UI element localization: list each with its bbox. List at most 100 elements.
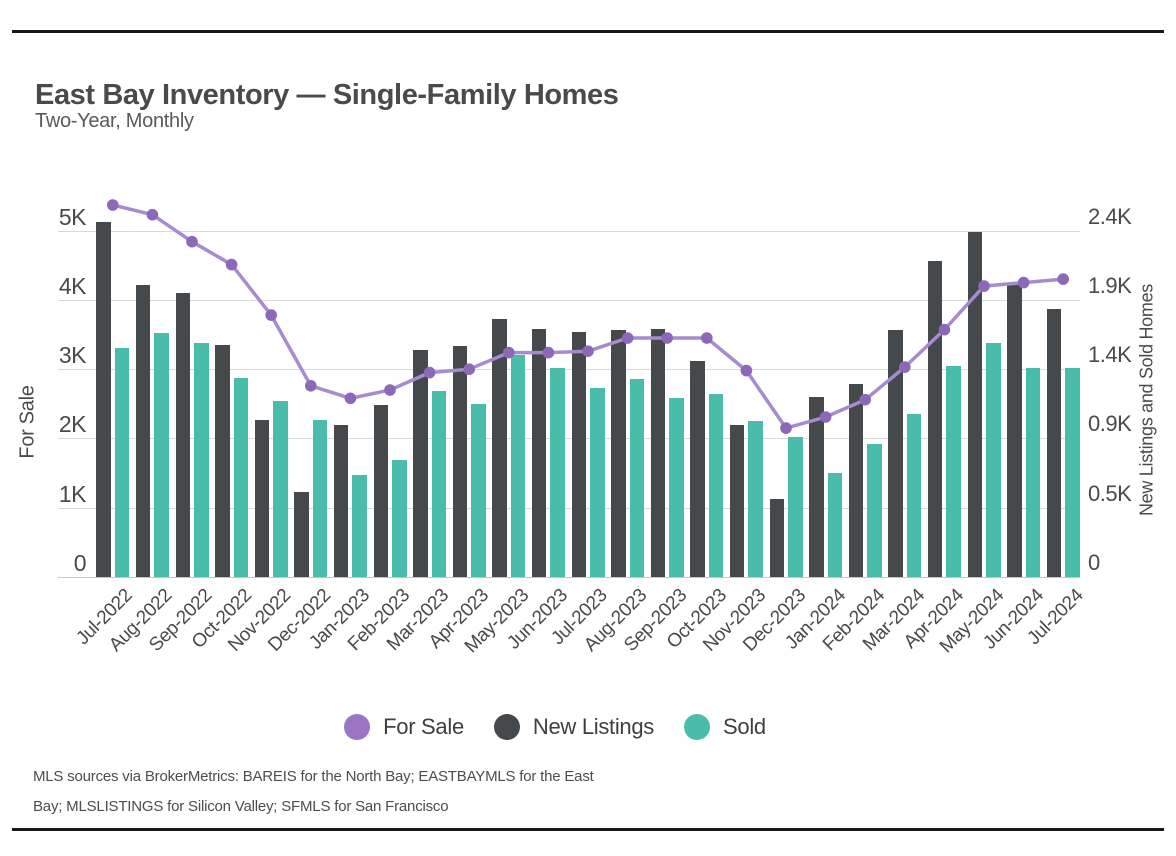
legend-dot xyxy=(684,714,711,740)
bar-sold xyxy=(114,347,130,577)
bar-sold xyxy=(233,377,249,577)
y-tick-left: 2K xyxy=(58,411,87,438)
line-marker xyxy=(107,199,119,211)
bar-new-listings xyxy=(215,344,230,577)
y-tick-left: 3K xyxy=(58,342,87,369)
bar-new-listings xyxy=(373,405,388,577)
bar-sold xyxy=(708,393,724,577)
line-marker xyxy=(740,364,753,377)
y-tick-left: 4K xyxy=(58,272,87,299)
legend-label: New Listings xyxy=(532,714,655,739)
bar-sold xyxy=(629,379,645,577)
bar-sold xyxy=(906,413,922,577)
bar-new-listings xyxy=(452,346,468,577)
line-marker xyxy=(1057,273,1069,285)
top-rule xyxy=(12,30,1164,33)
right-axis-title: New Listings and Sold Homes xyxy=(1136,283,1157,517)
y-tick-right: 0 xyxy=(1088,550,1100,575)
bar-sold xyxy=(550,367,565,577)
bar-new-listings xyxy=(729,425,745,577)
bar-sold xyxy=(392,460,407,577)
left-axis-title: For Sale xyxy=(16,385,39,459)
line-marker xyxy=(186,235,198,248)
line-marker xyxy=(344,392,357,405)
bar-sold xyxy=(788,437,803,577)
bar-new-listings xyxy=(531,328,547,577)
y-tick-left: 0 xyxy=(73,550,87,576)
bar-new-listings xyxy=(1007,282,1022,577)
gridline xyxy=(58,507,1080,509)
bar-new-listings xyxy=(927,260,943,577)
bar-sold xyxy=(867,444,882,577)
line-marker xyxy=(305,380,317,392)
bar-new-listings xyxy=(650,328,666,577)
y-tick-right: 0.9K xyxy=(1088,411,1132,437)
gridline xyxy=(58,438,1080,440)
bar-sold xyxy=(748,421,763,577)
bar-sold xyxy=(946,366,961,577)
y-tick-right: 1.4K xyxy=(1088,342,1132,368)
legend-item-for-sale: For Sale xyxy=(344,714,464,740)
bar-sold xyxy=(154,333,169,577)
bar-new-listings xyxy=(413,350,428,577)
legend-dot xyxy=(344,714,371,740)
page-title: East Bay Inventory — Single-Family Homes xyxy=(35,79,619,112)
line-marker xyxy=(780,422,792,434)
y-tick-right: 1.9K xyxy=(1088,272,1132,298)
bar-new-listings xyxy=(769,499,784,577)
gridline xyxy=(58,369,1080,371)
line-marker xyxy=(146,208,159,221)
y-tick-right: 0.5K xyxy=(1088,480,1132,506)
y-tick-left: 1K xyxy=(58,480,87,507)
bar-new-listings xyxy=(1046,308,1062,577)
legend-label: Sold xyxy=(723,714,766,739)
bar-sold xyxy=(669,398,684,577)
bar-new-listings xyxy=(888,330,903,577)
source-note-line1: MLS sources via BrokerMetrics: BAREIS fo… xyxy=(33,768,594,785)
legend-item-new-listings: New Listings xyxy=(493,714,655,740)
bar-sold xyxy=(510,354,526,577)
line-marker xyxy=(384,384,396,396)
y-tick-left: 5K xyxy=(58,203,87,230)
bar-new-listings xyxy=(967,232,982,577)
bar-new-listings xyxy=(690,360,705,577)
line-marker xyxy=(225,258,238,271)
bar-sold xyxy=(273,400,288,577)
bar-new-listings xyxy=(294,491,309,577)
bar-sold xyxy=(194,343,209,577)
for-sale-line-path xyxy=(112,203,1064,431)
legend-label: For Sale xyxy=(383,714,464,739)
bar-new-listings xyxy=(333,425,349,577)
inventory-chart: 0 0 1K 0.5K 2K 0.9K 3K 1.4K 4K 1.9K 5K 2.4K Jul-2022… xyxy=(16,199,1157,657)
bar-new-listings xyxy=(809,396,824,577)
bar-sold xyxy=(827,473,843,577)
line-marker xyxy=(265,309,278,321)
bar-sold xyxy=(431,390,447,577)
bar-sold xyxy=(1025,367,1041,577)
legend-dot xyxy=(493,714,520,740)
bar-sold xyxy=(471,403,486,577)
bar-new-listings xyxy=(492,318,507,577)
source-note-line2: Bay; MLSLISTINGS for Silicon Valley; SFM… xyxy=(33,798,449,815)
page-subtitle: Two-Year, Monthly xyxy=(35,110,194,132)
gridline xyxy=(58,299,1080,301)
bar-new-listings xyxy=(175,292,190,577)
source-note: MLS sources via BrokerMetrics: BAREIS fo… xyxy=(33,762,594,822)
bar-new-listings xyxy=(135,285,151,577)
x-axis-line xyxy=(58,577,1080,578)
bar-new-listings xyxy=(571,331,586,577)
bottom-rule xyxy=(12,828,1164,831)
bar-sold xyxy=(312,419,328,577)
bar-sold xyxy=(352,474,367,577)
bar-sold xyxy=(986,343,1001,577)
bar-new-listings xyxy=(611,330,626,577)
line-marker xyxy=(701,332,713,344)
chart-legend: For Sale New Listings Sold xyxy=(0,704,1110,750)
bar-new-listings xyxy=(96,221,111,577)
bar-new-listings xyxy=(254,419,270,577)
legend-item-sold: Sold xyxy=(684,714,766,740)
bar-new-listings xyxy=(848,383,864,577)
y-tick-right: 2.4K xyxy=(1088,203,1132,229)
bar-sold xyxy=(1065,367,1080,577)
bar-sold xyxy=(590,387,605,577)
